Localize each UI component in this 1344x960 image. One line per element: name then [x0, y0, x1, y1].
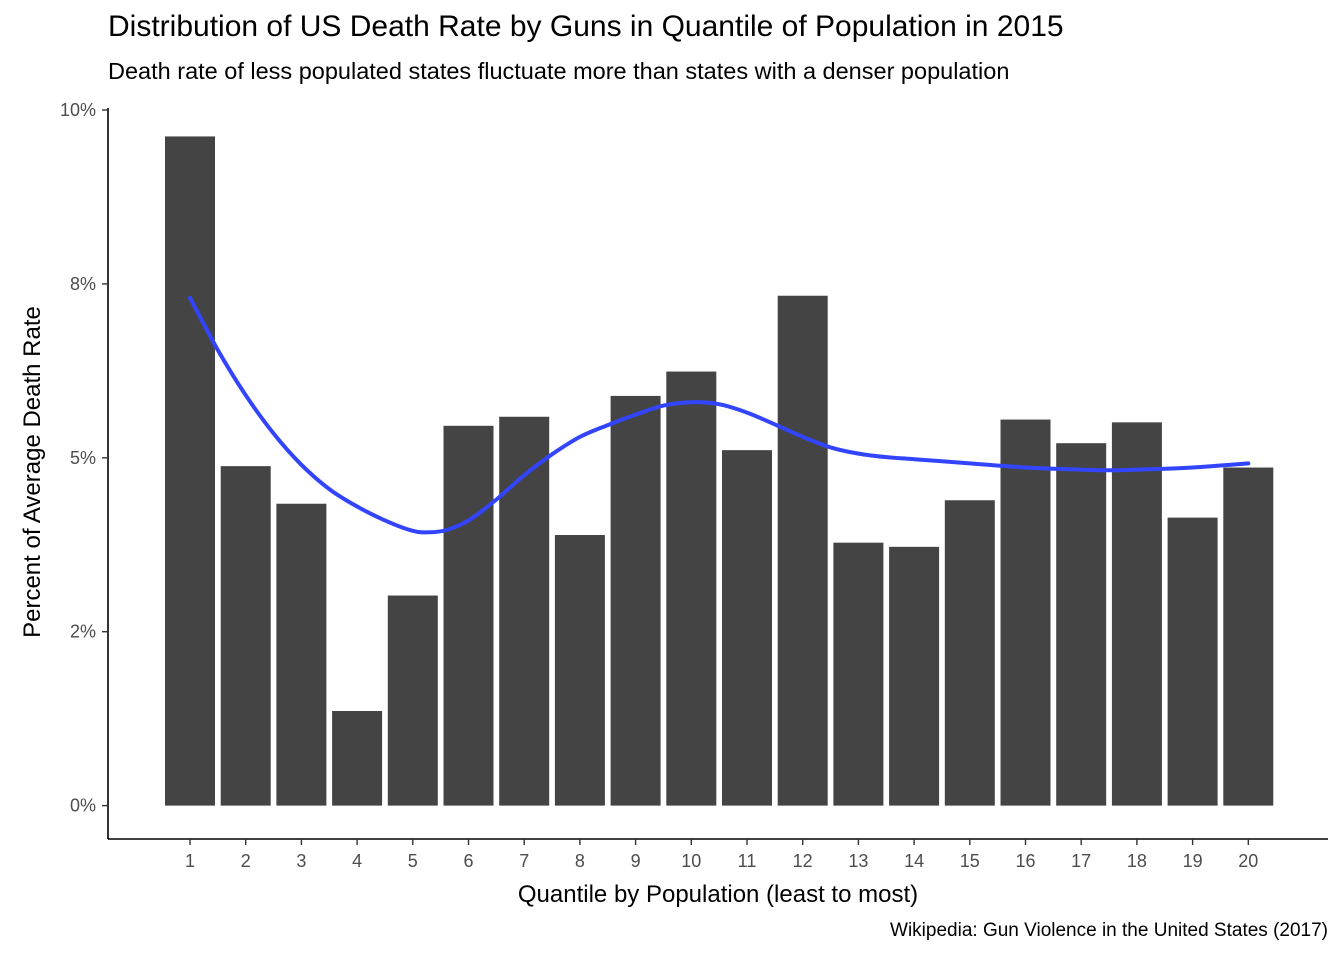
x-tick-label: 2 — [241, 851, 251, 871]
bar-4 — [332, 711, 383, 806]
x-ticks-group: 1 2 3 4 5 6 7 8 9 10 11 12 13 14 15 16 17 18 19 20 — [185, 839, 1258, 871]
x-tick-label: 10 — [681, 851, 701, 871]
bar-6 — [443, 425, 494, 806]
chart-caption: Wikipedia: Gun Violence in the United St… — [890, 920, 1328, 941]
y-tick-label: 8% — [70, 274, 96, 294]
bar-15 — [944, 500, 995, 806]
y-tick-label: 0% — [70, 796, 96, 816]
x-tick-label: 8 — [575, 851, 585, 871]
y-tick-label: 2% — [70, 622, 96, 642]
bar-3 — [276, 503, 327, 806]
smooth-trend-line — [188, 295, 1251, 535]
bar-5 — [387, 595, 438, 806]
x-tick-label: 7 — [519, 851, 529, 871]
x-tick-label: 12 — [793, 851, 813, 871]
bar-9 — [610, 395, 661, 806]
x-tick-label: 14 — [904, 851, 924, 871]
bar-16 — [1000, 419, 1051, 806]
x-tick-label: 13 — [848, 851, 868, 871]
x-tick-label: 16 — [1015, 851, 1035, 871]
chart-subtitle: Death rate of less populated states fluc… — [108, 58, 1010, 84]
x-tick-label: 1 — [185, 851, 195, 871]
bars-group — [165, 136, 1274, 806]
bar-10 — [666, 371, 717, 806]
x-tick-label: 19 — [1183, 851, 1203, 871]
x-tick-label: 15 — [960, 851, 980, 871]
x-tick-label: 18 — [1127, 851, 1147, 871]
bar-19 — [1167, 517, 1218, 806]
x-tick-label: 6 — [463, 851, 473, 871]
bar-13 — [833, 542, 884, 806]
y-tick-label: 5% — [70, 448, 96, 468]
y-axis-title: Percent of Average Death Rate — [19, 306, 46, 638]
bar-17 — [1056, 443, 1107, 806]
bar-20 — [1223, 467, 1274, 806]
x-axis-title: Quantile by Population (least to most) — [518, 881, 918, 908]
x-tick-label: 11 — [738, 851, 757, 871]
bar-1 — [165, 136, 215, 806]
bar-18 — [1111, 422, 1162, 806]
bar-11 — [722, 450, 772, 806]
x-tick-label: 4 — [352, 851, 362, 871]
x-tick-label: 17 — [1071, 851, 1091, 871]
bar-2 — [220, 466, 271, 806]
bar-8 — [554, 535, 605, 806]
x-tick-label: 20 — [1238, 851, 1258, 871]
bar-14 — [889, 546, 940, 806]
y-tick-label: 10% — [60, 100, 96, 120]
bar-12 — [777, 295, 828, 806]
x-tick-label: 3 — [296, 851, 306, 871]
y-ticks-group: 0% 2% 5% 8% 10% — [60, 100, 108, 816]
chart-title: Distribution of US Death Rate by Guns in… — [108, 10, 1064, 43]
x-tick-label: 5 — [408, 851, 418, 871]
x-tick-label: 9 — [631, 851, 641, 871]
bar-7 — [499, 416, 550, 806]
